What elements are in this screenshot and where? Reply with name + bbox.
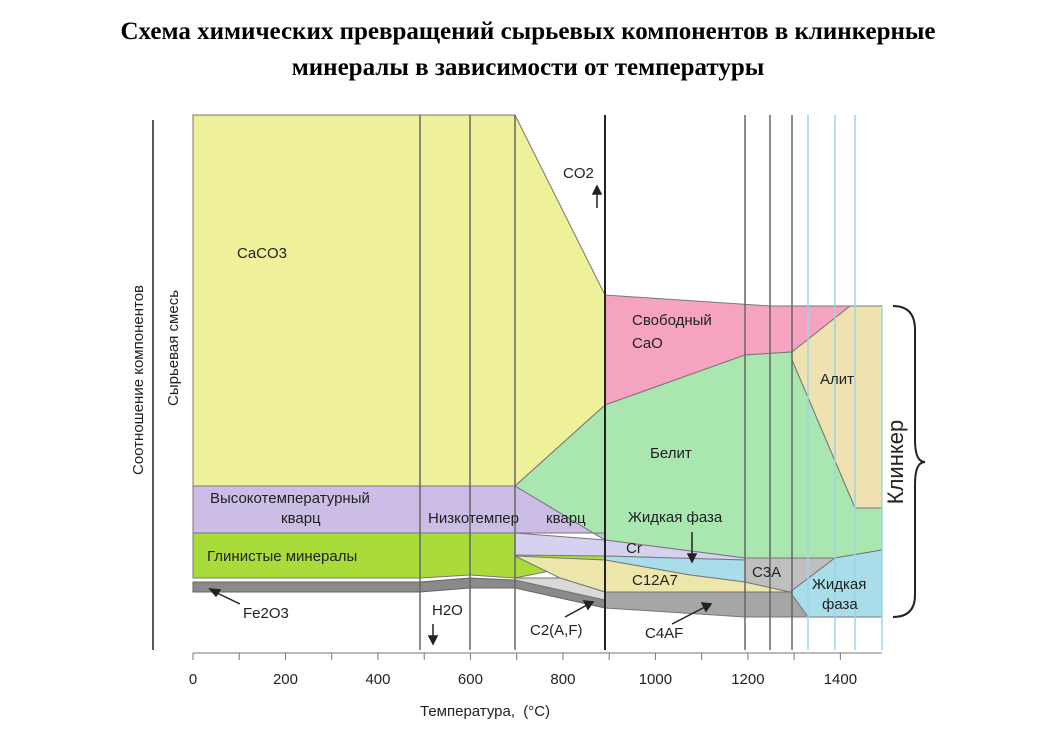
arrow-h2o-head <box>427 635 439 646</box>
arrow-c2af-head <box>582 600 595 611</box>
arrow-fe2o3 <box>214 591 241 605</box>
label-cao-2: CaO <box>632 335 663 352</box>
label-co2: CO2 <box>563 165 594 182</box>
label-quartz-high-1: Высокотемпературный <box>210 490 370 507</box>
x-tick-label: 800 <box>550 671 575 688</box>
phase-regions <box>192 114 883 618</box>
x-tick-label: 1200 <box>731 671 764 688</box>
region-liquid-2 <box>789 549 883 618</box>
label-belite: Белит <box>650 445 692 462</box>
label-c3a: C3A <box>752 564 781 581</box>
arrow-liquid-head <box>686 553 698 564</box>
y-axis-label-outer: Соотношение компонентов <box>130 285 147 475</box>
label-liquid-2-2: фаза <box>822 596 858 613</box>
chart-title: Схема химических превращений сырьевых ко… <box>0 14 1056 86</box>
temperature-lines <box>419 115 883 650</box>
label-quartz-low-1: Низкотемпер <box>428 510 519 527</box>
chart-title-line2: минералы в зависимости от температуры <box>291 54 765 81</box>
x-axis-label: Температура, (°C) <box>420 703 550 720</box>
y-axis-label-inner: Сырьевая смесь <box>165 290 182 406</box>
label-c12a7: C12A7 <box>632 572 678 589</box>
label-cao-1: Свободный <box>632 312 712 329</box>
chart-title-line1: Схема химических превращений сырьевых ко… <box>120 18 936 45</box>
arrow-fe2o3-head <box>208 588 222 598</box>
x-axis-label-unit: (°C) <box>523 703 550 720</box>
arrow-c4af-head <box>700 602 713 613</box>
label-liquid-1: Жидкая фаза <box>628 509 723 526</box>
arrow-c2af <box>564 604 588 618</box>
arrow-co2-head <box>591 184 603 195</box>
label-h2o: H2O <box>432 602 463 619</box>
x-axis-label-main: Температура, <box>420 703 515 720</box>
x-tick-label: 1400 <box>824 671 857 688</box>
label-alite: Алит <box>820 371 854 388</box>
label-cr: Cr <box>626 540 642 557</box>
label-c2af: C2(A,F) <box>530 622 583 639</box>
label-fe2o3: Fe2O3 <box>243 605 289 622</box>
label-caco3: CaCO3 <box>237 245 287 262</box>
x-tick-label: 1000 <box>639 671 672 688</box>
label-quartz-low-2: кварц <box>546 510 586 527</box>
label-clay: Глинистые минералы <box>207 548 357 565</box>
x-ticks: 0 200 400 600 800 1000 1200 1400 <box>189 653 857 688</box>
region-labels: CaCO3 Высокотемпературный кварц Низкотем… <box>207 165 866 642</box>
x-tick-label: 600 <box>458 671 483 688</box>
klinker-bracket <box>892 305 926 618</box>
label-quartz-high-2: кварц <box>281 510 321 527</box>
x-tick-label: 0 <box>189 671 197 688</box>
label-liquid-2-1: Жидкая <box>812 576 866 593</box>
label-c4af: C4AF <box>645 625 683 642</box>
x-tick-label: 200 <box>273 671 298 688</box>
region-caco3 <box>192 114 606 487</box>
x-tick-label: 400 <box>365 671 390 688</box>
klinker-label: Клинкер <box>883 420 908 504</box>
arrow-c4af <box>671 606 706 625</box>
annotation-arrows <box>208 184 713 646</box>
